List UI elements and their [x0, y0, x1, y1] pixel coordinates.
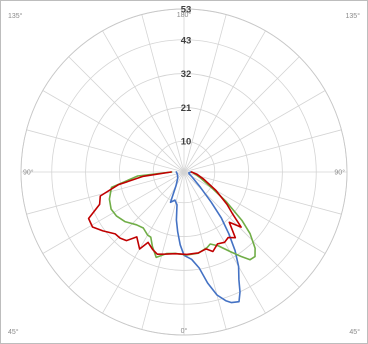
- angle-tick-label: 180°: [177, 11, 192, 19]
- radial-tick-label: 53: [181, 5, 192, 16]
- outer-ring: [20, 8, 348, 336]
- radial-tick-label: 43: [181, 35, 192, 46]
- radial-gridline: [85, 73, 283, 271]
- series-lines: [87, 171, 256, 304]
- angle-tick-label: 45°: [8, 328, 19, 336]
- series-line-3: [87, 171, 242, 256]
- angle-tick-label: 90°: [334, 169, 345, 177]
- angle-tick-label: 135°: [8, 12, 23, 20]
- radial-tick-labels: 10 21 32 43 53: [181, 5, 192, 148]
- series-line-1: [169, 171, 241, 304]
- angle-tick-label: 90°: [23, 169, 34, 177]
- radial-gridline: [51, 39, 317, 305]
- radial-gridline: [152, 140, 216, 204]
- angle-tick-label: 45°: [349, 328, 360, 336]
- radial-gridlines: [20, 8, 348, 336]
- radial-tick-label: 21: [181, 103, 192, 114]
- angle-tick-label: 135°: [346, 12, 361, 20]
- radial-tick-label: 32: [181, 69, 192, 80]
- angle-tick-labels: 180° 135° 135° 90° 90° 45° 45° 0°: [8, 11, 360, 336]
- radial-gridline: [119, 107, 249, 237]
- angle-gridline: [141, 14, 227, 330]
- angle-tick-label: 0°: [181, 327, 188, 335]
- angle-gridlines: [21, 9, 347, 335]
- radial-tick-label: 10: [181, 137, 192, 148]
